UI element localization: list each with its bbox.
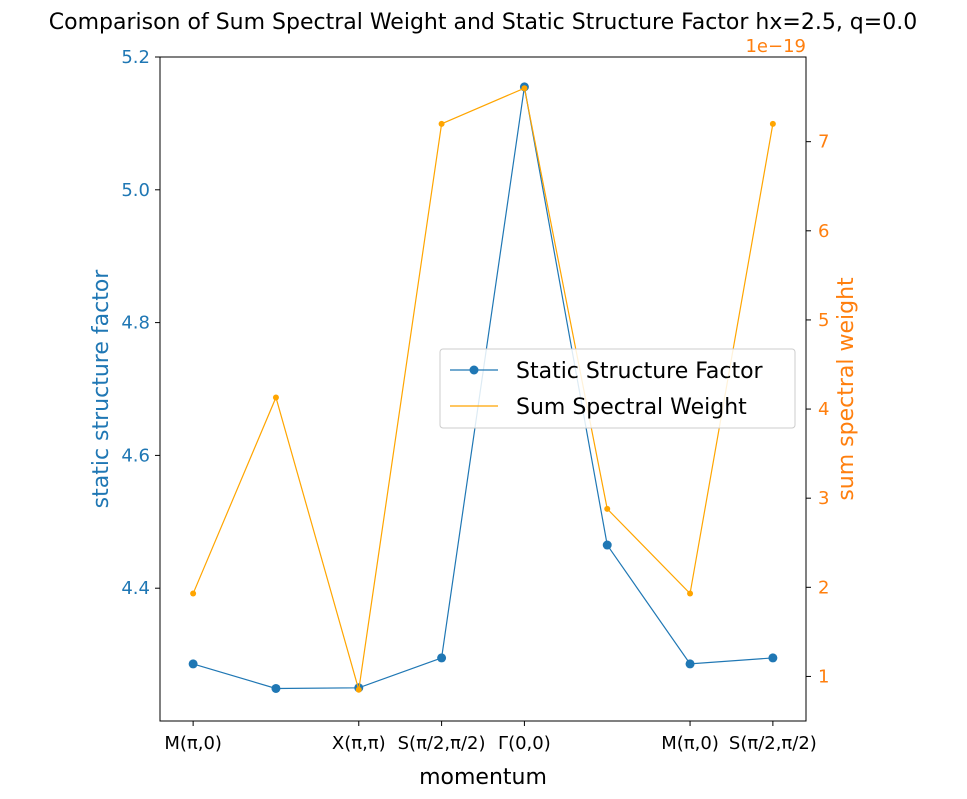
left-y-tick-label: 5.0 <box>121 180 150 201</box>
static-structure-factor-point <box>685 659 695 669</box>
static-structure-factor-point <box>437 653 447 663</box>
static-structure-factor-point <box>188 659 198 669</box>
x-tick-label: S(π/2,π/2) <box>398 733 486 754</box>
sum-spectral-weight-point <box>687 590 694 597</box>
left-y-tick-label: 4.6 <box>121 445 150 466</box>
static-structure-factor-point <box>271 683 281 693</box>
left-y-axis-label: static structure factor <box>89 269 114 509</box>
legend-label-static-structure-factor: Static Structure Factor <box>516 359 764 384</box>
right-y-tick-label: 3 <box>818 488 829 509</box>
sum-spectral-weight-point <box>355 686 362 693</box>
sum-spectral-weight-point <box>190 590 197 597</box>
left-y-tick-label: 5.2 <box>121 47 150 68</box>
legend-marker-static-structure-factor <box>469 365 479 375</box>
legend-box <box>439 348 796 429</box>
chart-title: Comparison of Sum Spectral Weight and St… <box>49 10 917 35</box>
right-y-tick-label: 7 <box>818 132 829 153</box>
right-axis-offset-text: 1e−19 <box>745 36 806 57</box>
sum-spectral-weight-point <box>521 85 528 92</box>
right-y-tick-label: 5 <box>818 310 829 331</box>
right-y-tick-label: 1 <box>818 666 829 687</box>
right-y-axis-label: sum spectral weight <box>834 277 859 501</box>
sum-spectral-weight-line <box>192 87 774 690</box>
static-structure-factor-point <box>768 653 778 663</box>
x-tick-label: S(π/2,π/2) <box>729 733 817 754</box>
x-tick-label: Γ(0,0) <box>498 733 551 754</box>
sum-spectral-weight-point <box>604 505 611 512</box>
left-y-tick-label: 4.4 <box>121 578 150 599</box>
static-structure-factor-point <box>602 540 612 550</box>
left-y-tick-label: 4.8 <box>121 313 150 334</box>
right-y-tick-label: 2 <box>818 577 829 598</box>
right-y-tick-label: 4 <box>818 399 829 420</box>
x-tick-label: X(π,π) <box>332 733 386 754</box>
sum-spectral-weight-point <box>769 120 776 127</box>
legend: Static Structure Factor Sum Spectral Weig… <box>439 348 796 429</box>
x-tick-label: M(π,0) <box>661 733 719 754</box>
plot-frame <box>159 56 807 722</box>
plot-area: M(π,0) X(π,π) S(π/2,π/2) Γ(0,0) M(π,0) S(π/2,… <box>121 47 829 754</box>
x-axis-label: momentum <box>419 765 547 790</box>
legend-label-sum-spectral-weight: Sum Spectral Weight <box>516 395 747 420</box>
sum-spectral-weight-point <box>438 120 445 127</box>
right-y-tick-label: 6 <box>818 221 829 242</box>
x-tick-label: M(π,0) <box>164 733 222 754</box>
sum-spectral-weight-point <box>272 394 279 401</box>
